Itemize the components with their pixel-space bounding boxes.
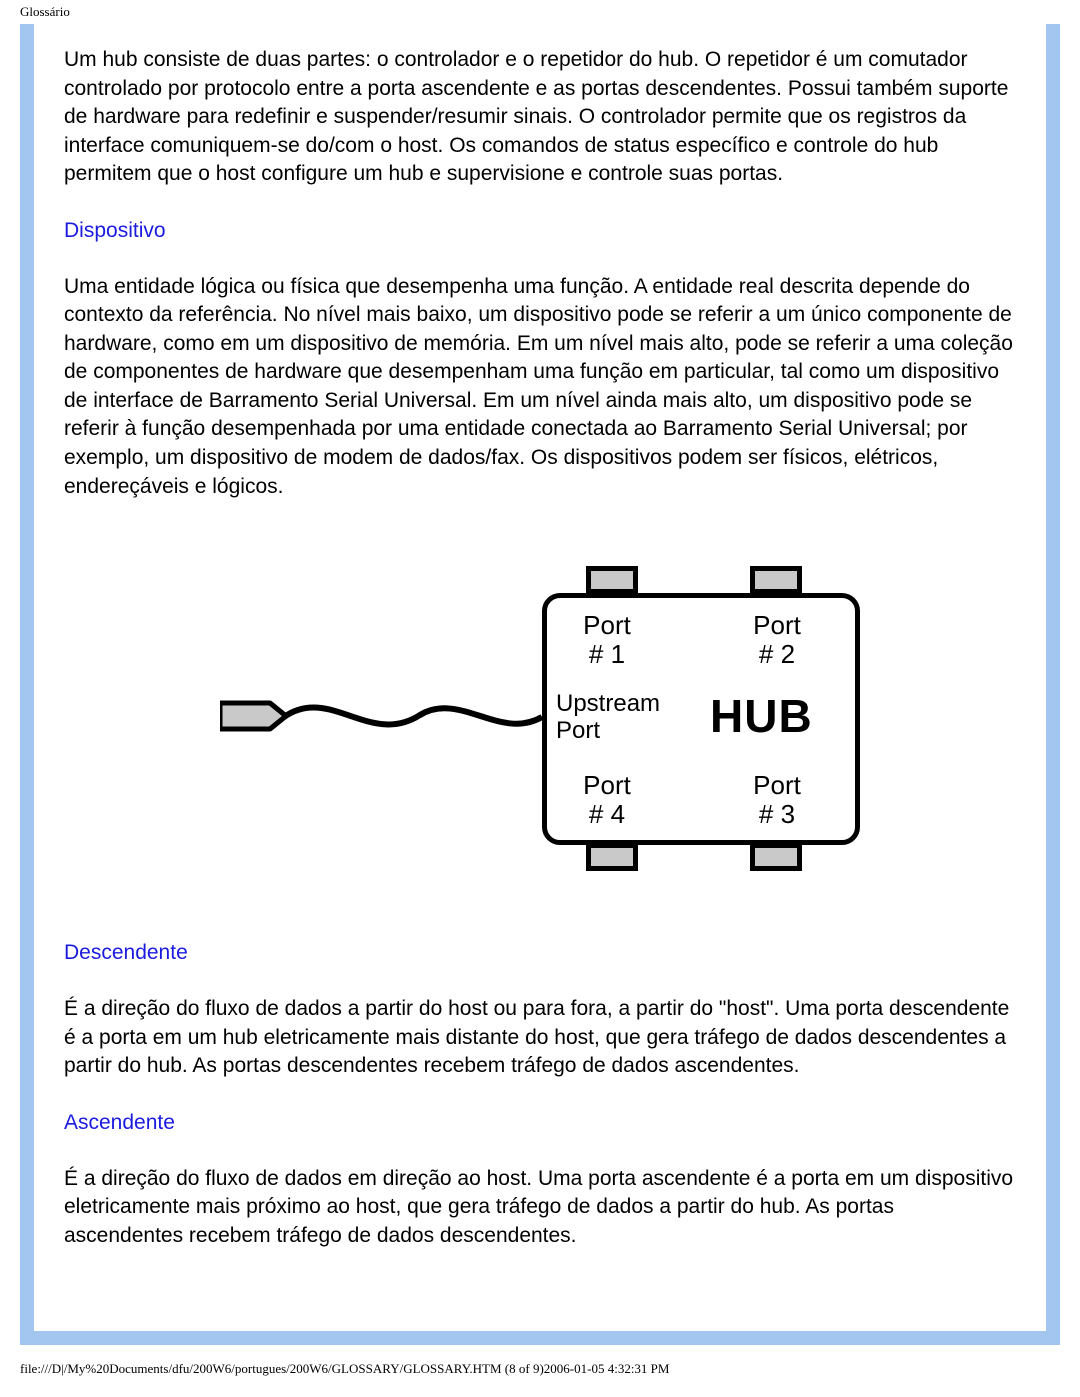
upstream-port-label: UpstreamPort bbox=[556, 691, 706, 744]
footer-path: file:///D|/My%20Documents/dfu/200W6/port… bbox=[20, 1361, 669, 1377]
port-tab-3 bbox=[750, 843, 802, 871]
page-header: Glossário bbox=[20, 4, 70, 20]
heading-dispositivo: Dispositivo bbox=[64, 219, 1016, 243]
port-1-label: Port# 1 bbox=[562, 611, 652, 668]
port-2-label: Port# 2 bbox=[732, 611, 822, 668]
intro-paragraph: Um hub consiste de duas partes: o contro… bbox=[64, 46, 1016, 189]
text-descendente: É a direção do fluxo de dados a partir d… bbox=[64, 995, 1016, 1081]
port-3-label: Port# 3 bbox=[732, 771, 822, 828]
port-4-label: Port# 4 bbox=[562, 771, 652, 828]
cable-line bbox=[220, 691, 544, 751]
port-tab-2 bbox=[750, 566, 802, 594]
hub-diagram: Port# 1 Port# 2 Port# 3 Port# 4 Upstream… bbox=[64, 551, 1016, 891]
text-dispositivo: Uma entidade lógica ou física que desemp… bbox=[64, 273, 1016, 501]
hub-text: HUB bbox=[710, 689, 813, 743]
port-tab-4 bbox=[586, 843, 638, 871]
page: Glossário Um hub consiste de duas partes… bbox=[0, 0, 1080, 1397]
content-frame: Um hub consiste de duas partes: o contro… bbox=[20, 24, 1060, 1345]
heading-descendente: Descendente bbox=[64, 941, 1016, 965]
port-tab-1 bbox=[586, 566, 638, 594]
text-ascendente: É a direção do fluxo de dados em direção… bbox=[64, 1165, 1016, 1251]
heading-ascendente: Ascendente bbox=[64, 1111, 1016, 1135]
